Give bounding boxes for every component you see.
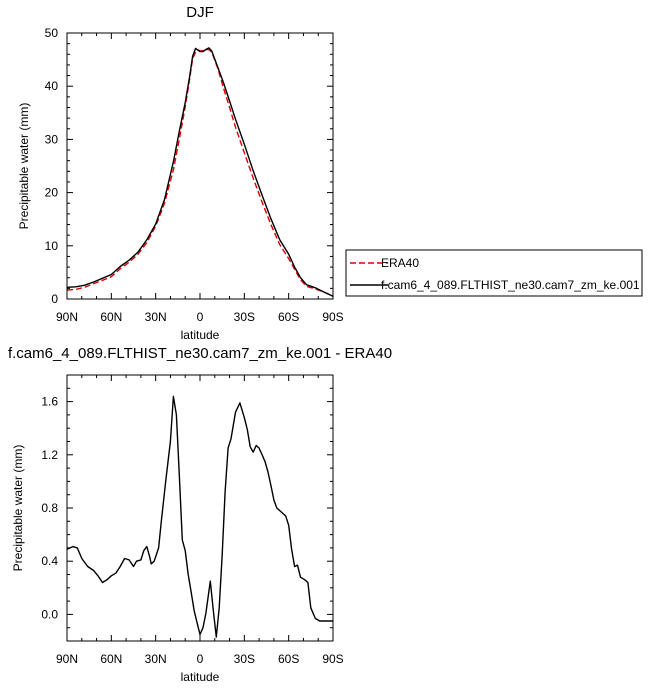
- chart1-series-2-line: [66, 47, 334, 297]
- chart1-ytick-label: 40: [45, 79, 59, 93]
- legend-label-2: f.cam6_4_089.FLTHIST_ne30.cam7_zm_ke.001: [381, 278, 640, 292]
- chart2-frame: [66, 374, 334, 642]
- chart1-y-axis-label: Precipitable water (mm): [17, 103, 31, 230]
- chart2-ytick-label: 0.4: [41, 554, 58, 568]
- chart2-ytick-label: 0.0: [41, 607, 58, 621]
- chart2-xtick-label: 30S: [234, 652, 255, 666]
- chart2-title: f.cam6_4_089.FLTHIST_ne30.cam7_zm_ke.001…: [8, 345, 392, 362]
- chart2-x-axis-label: latitude: [181, 670, 220, 684]
- chart2-ytick-label: 1.6: [41, 395, 58, 409]
- chart2-xtick-label: 30N: [145, 652, 167, 666]
- chart2-xtick-label: 60N: [100, 652, 122, 666]
- chart1-x-axis-label: latitude: [181, 328, 220, 342]
- chart1-xtick-label: 30N: [145, 310, 167, 324]
- chart1-ytick-label: 30: [45, 132, 59, 146]
- chart1-frame: [66, 32, 334, 300]
- chart1-xtick-label: 60N: [100, 310, 122, 324]
- chart1-ytick-label: 50: [45, 26, 59, 40]
- chart2-xtick-label: 90S: [322, 652, 343, 666]
- chart2-y-axis-label: Precipitable water (mm): [11, 445, 25, 572]
- chart1-xtick-label: 30S: [234, 310, 255, 324]
- chart1-series-1-line: [66, 48, 334, 297]
- chart2-xtick-label: 90N: [56, 652, 78, 666]
- legend-label-1: ERA40: [381, 256, 419, 270]
- chart1-ytick-label: 10: [45, 239, 59, 253]
- chart1-xtick-label: 0: [197, 310, 204, 324]
- chart1-xtick-label: 90S: [322, 310, 343, 324]
- chart1-xtick-label: 90N: [56, 310, 78, 324]
- chart2-ytick-label: 0.8: [41, 501, 58, 515]
- chart2-series-1-line: [66, 395, 333, 638]
- chart1-xtick-label: 60S: [278, 310, 299, 324]
- chart2-ytick-label: 1.2: [41, 448, 58, 462]
- legend-box: [345, 249, 643, 297]
- chart1-ytick-label: 20: [45, 186, 59, 200]
- chart2-xtick-label: 60S: [278, 652, 299, 666]
- chart1-ytick-label: 0: [51, 292, 58, 306]
- chart1-title: DJF: [186, 4, 214, 21]
- chart2-xtick-label: 0: [197, 652, 204, 666]
